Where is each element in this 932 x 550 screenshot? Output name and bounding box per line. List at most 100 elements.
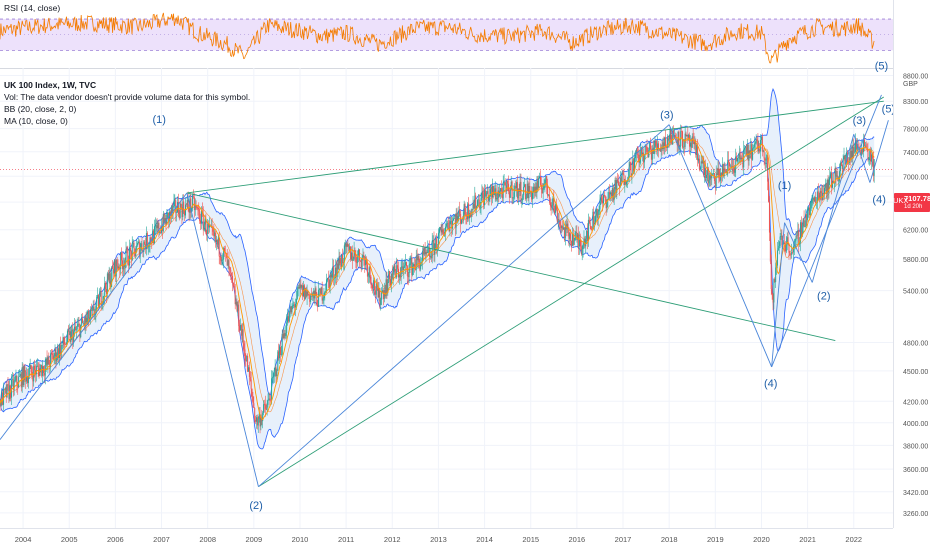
candle-body (314, 288, 316, 299)
candle-body (341, 254, 343, 268)
candle-body (537, 180, 539, 188)
candle-body (479, 207, 481, 209)
candle-body (351, 252, 353, 261)
candle-body (709, 175, 711, 180)
candle-body (671, 142, 673, 145)
candle-body (849, 157, 851, 161)
candle-body (674, 135, 676, 138)
price-tick-label: 3600.00 (903, 467, 928, 474)
candle-body (725, 170, 727, 173)
candle-body (131, 243, 133, 260)
candle-body (212, 227, 214, 232)
candle-body (476, 200, 478, 207)
candle-body (214, 232, 216, 237)
candle-body (623, 174, 625, 185)
candle-body (595, 215, 597, 223)
candle-body (579, 239, 581, 247)
candle-body (816, 191, 818, 203)
candle-body (850, 150, 852, 161)
candle-body (17, 385, 19, 388)
candle-body (600, 197, 602, 203)
candle-body (563, 227, 565, 230)
candle-body (681, 131, 683, 132)
candle-body (353, 250, 355, 259)
candle-body (191, 208, 193, 212)
candle-body (536, 180, 538, 193)
candle-body (30, 365, 32, 372)
candle-body (284, 333, 286, 336)
candle-body (417, 256, 419, 261)
candle-body (616, 180, 618, 193)
candle-body (271, 377, 273, 379)
candle-body (53, 356, 55, 361)
candle-body (814, 196, 816, 202)
candle-body (482, 192, 484, 195)
candle-body (227, 260, 229, 266)
candle-body (392, 272, 394, 279)
candle-body (348, 246, 350, 252)
candle-body (285, 333, 287, 336)
candle-body (47, 356, 49, 365)
candle-body (785, 242, 787, 252)
candle-body (18, 376, 20, 388)
candle-body (828, 179, 830, 193)
candle-body (388, 270, 390, 283)
candle-body (87, 310, 89, 319)
candle-body (423, 248, 425, 255)
price-tick-label: 4800.00 (903, 340, 928, 347)
candle-body (90, 309, 92, 311)
candle-body (290, 306, 292, 313)
price-axis-bg (893, 0, 932, 550)
candle-body (398, 274, 400, 278)
candle-body (362, 255, 364, 258)
candle-body (495, 188, 497, 200)
candle-body (326, 279, 328, 292)
candle-body (347, 243, 349, 247)
candle-body (571, 240, 573, 246)
candle-body (244, 349, 246, 361)
wave-sub-segment (784, 222, 813, 283)
candle-body (846, 152, 848, 162)
candle-body (458, 210, 460, 217)
candle-body (98, 295, 100, 308)
candle-body (277, 351, 279, 371)
candle-body (382, 290, 384, 300)
candle-body (687, 134, 689, 139)
candle-body (750, 144, 752, 155)
wave-label: (5) (882, 104, 895, 116)
candle-body (460, 219, 462, 224)
candle-body (652, 148, 654, 154)
candle-body (4, 387, 6, 390)
candle-body (389, 270, 391, 280)
candle-body (625, 181, 627, 185)
candle-body (304, 288, 306, 300)
candle-body (294, 304, 296, 308)
candle-body (715, 173, 717, 187)
candle-body (357, 255, 359, 263)
candle-body (555, 204, 557, 210)
candle-body (781, 236, 783, 246)
candle-body (502, 182, 504, 199)
candle-body (441, 229, 443, 233)
candle-body (419, 262, 421, 270)
candle-body (394, 265, 396, 272)
candle-body (41, 365, 43, 376)
candle-body (734, 168, 736, 173)
candle-body (158, 222, 160, 233)
candle-body (333, 266, 335, 279)
year-tick-label: 2005 (61, 535, 78, 544)
candle-body (129, 247, 131, 266)
candle-body (315, 288, 317, 295)
candle-body (872, 158, 874, 176)
candle-body (324, 292, 326, 294)
candle-body (299, 284, 301, 289)
candle-body (660, 148, 662, 152)
bollinger-bands (0, 87, 875, 450)
candle-body (253, 403, 255, 408)
candle-body (471, 209, 473, 211)
candle-body (799, 242, 801, 244)
candle-body (76, 326, 78, 330)
wave-sub-segment (853, 134, 871, 183)
candle-body (777, 248, 779, 251)
candle-body (552, 197, 554, 206)
